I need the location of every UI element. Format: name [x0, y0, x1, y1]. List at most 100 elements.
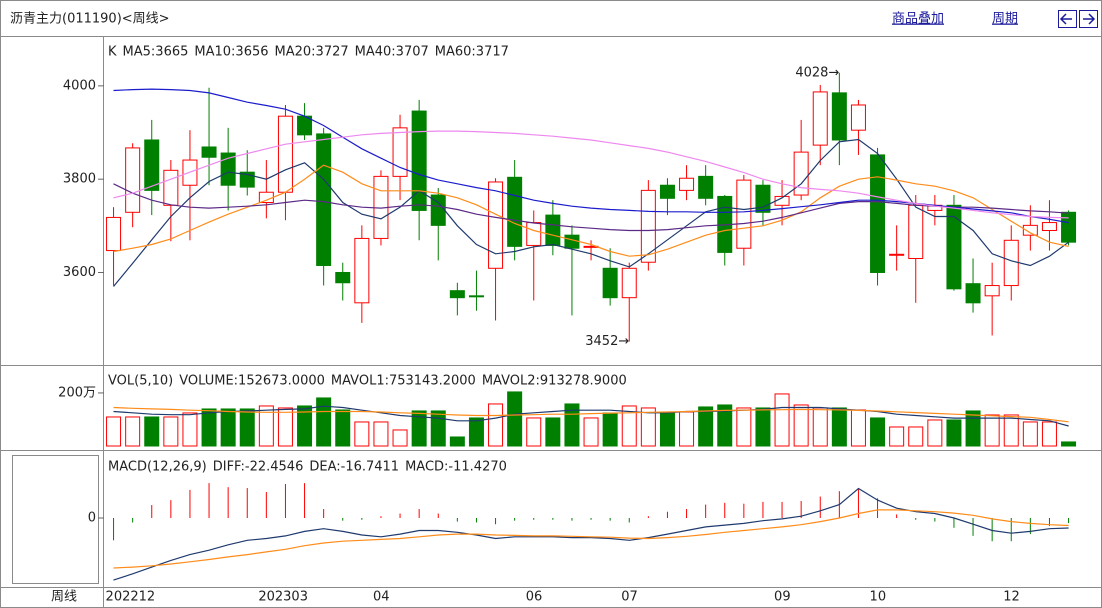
volume-bar	[182, 412, 198, 447]
nav-icons[interactable]	[1058, 10, 1098, 28]
candle-body	[449, 290, 465, 299]
candle-body	[984, 285, 1000, 297]
series-line	[113, 487, 1069, 581]
volume-bar	[793, 404, 809, 447]
candle-body	[468, 295, 484, 298]
x-tick-label: 202303	[258, 590, 308, 605]
candle-body	[621, 267, 637, 299]
series-line	[113, 130, 1069, 219]
volume-bar	[1041, 421, 1057, 447]
volume-bar	[201, 408, 217, 447]
x-tick-label: 06	[526, 590, 543, 605]
volume-bar	[125, 416, 141, 447]
y-tick-label: 3600	[63, 265, 96, 280]
candle-body	[564, 234, 580, 249]
high-annotation: 4028→	[795, 65, 839, 80]
x-tick-label: 04	[373, 590, 390, 605]
volume-bar	[449, 436, 465, 447]
volume-bar	[927, 419, 943, 447]
legend-entry: MAVOL1:753143.2000	[331, 374, 476, 389]
x-axis-label: 周线	[51, 590, 77, 605]
overlay-link[interactable]: 商品叠加	[892, 12, 944, 27]
candle-body	[889, 253, 905, 256]
volume-bar	[258, 405, 274, 447]
legend-entry: MA60:3717	[435, 45, 509, 60]
volume-bar	[755, 407, 771, 447]
volume-bar	[354, 421, 370, 447]
candle-body	[144, 139, 160, 191]
volume-bar	[507, 391, 523, 447]
volume-bar	[602, 412, 618, 447]
candle-body	[946, 204, 962, 290]
legend-entry: MAVOL2:913278.9000	[482, 374, 627, 389]
candle-body	[1003, 239, 1019, 287]
volume-bar	[1003, 414, 1019, 447]
series-line	[113, 406, 1069, 423]
volume-bar	[1061, 441, 1077, 447]
volume-bar	[468, 417, 484, 447]
legend-entry: MA10:3656	[194, 45, 268, 60]
volume-bar	[526, 417, 542, 447]
legend-entry: VOL(5,10)	[108, 374, 173, 389]
candle-body	[507, 176, 523, 247]
volume-bar	[965, 410, 981, 447]
legend-entry: VOLUME:152673.0000	[179, 374, 325, 389]
candle-body	[1041, 222, 1057, 231]
candle-body	[679, 177, 695, 191]
x-tick-label: 09	[774, 590, 791, 605]
low-annotation: 3452→	[585, 334, 629, 349]
volume-bar	[698, 406, 714, 447]
candle-body	[908, 204, 924, 259]
y-tick-label: 3800	[63, 172, 96, 187]
candle-body	[106, 216, 122, 252]
volume-bar	[220, 408, 236, 447]
volume-bar	[812, 407, 828, 447]
legend-entry: MACD(12,26,9)	[108, 460, 207, 475]
candle-body	[316, 133, 332, 266]
candle-body	[659, 184, 675, 199]
y-tick-label: 4000	[63, 78, 96, 93]
candle-body	[392, 127, 408, 177]
series-line	[113, 88, 1069, 224]
x-tick-label: 202212	[106, 590, 156, 605]
y-tick-label: 0	[88, 510, 96, 525]
candle-body	[411, 110, 427, 211]
volume-bar	[831, 407, 847, 447]
candle-body	[545, 214, 561, 246]
candle-body	[965, 283, 981, 304]
volume-bar	[908, 426, 924, 447]
candle-body	[258, 191, 274, 203]
volume-bar	[430, 410, 446, 447]
volume-bar	[316, 397, 332, 447]
candle-body	[1022, 224, 1038, 236]
candle-body	[640, 189, 656, 263]
volume-bar	[621, 405, 637, 447]
candle-body	[201, 146, 217, 158]
candle-body	[488, 181, 504, 269]
volume-bar	[774, 393, 790, 447]
series-line	[113, 405, 1069, 427]
period-link[interactable]: 周期	[992, 12, 1018, 27]
volume-bar	[239, 408, 255, 447]
series-line	[113, 183, 1069, 232]
candle-body	[277, 115, 293, 193]
candle-body	[354, 237, 370, 304]
candle-body	[812, 91, 828, 146]
volume-bar	[640, 407, 656, 447]
volume-bar	[163, 416, 179, 447]
candle-body	[220, 152, 236, 186]
volume-bar	[411, 410, 427, 447]
candle-body	[125, 147, 141, 213]
candle-body	[163, 169, 179, 206]
volume-bar	[659, 411, 675, 447]
volume-bar	[736, 407, 752, 447]
next-arrow	[1083, 13, 1096, 25]
series-line	[113, 164, 1069, 257]
prev-arrow	[1059, 13, 1072, 25]
candle-body	[335, 271, 351, 284]
volume-bar	[1022, 421, 1038, 447]
volume-bar	[583, 417, 599, 447]
volume-bar	[297, 405, 313, 447]
volume-bar	[335, 409, 351, 447]
candle-body	[602, 267, 618, 299]
